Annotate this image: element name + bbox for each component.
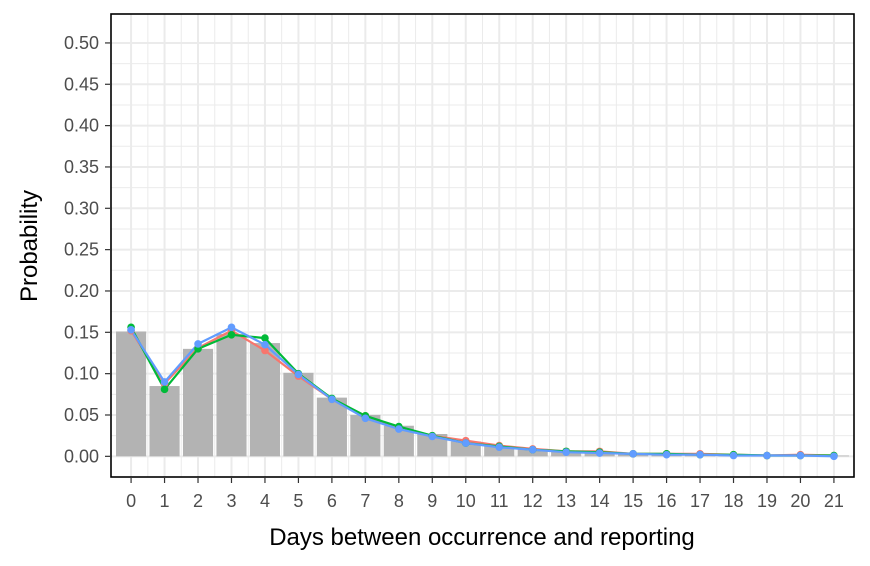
y-tick-label: 0.45 xyxy=(64,74,99,94)
series-2-point-4 xyxy=(261,334,269,342)
series-3-point-18 xyxy=(729,451,738,460)
y-tick-label: 0.40 xyxy=(64,116,99,136)
y-tick-label: 0.00 xyxy=(64,446,99,466)
x-tick-label: 7 xyxy=(360,491,370,511)
series-3-point-11 xyxy=(495,443,504,452)
point-layer xyxy=(127,323,838,461)
series-3-point-0 xyxy=(127,326,135,334)
series-3-point-21 xyxy=(830,452,838,461)
x-tick-label: 16 xyxy=(657,491,677,511)
y-tick-label: 0.35 xyxy=(64,157,99,177)
series-3-point-2 xyxy=(194,340,202,348)
bar-day-4 xyxy=(249,343,281,457)
series-3-point-15 xyxy=(629,450,637,458)
series-line-3 xyxy=(130,326,834,458)
y-axis-title: Probability xyxy=(16,190,43,302)
bar-day-9 xyxy=(417,434,448,457)
x-tick-label: 6 xyxy=(327,491,337,511)
x-tick-label: 20 xyxy=(790,491,810,511)
bar-day-11 xyxy=(484,446,515,457)
line-layer xyxy=(130,326,834,458)
x-tick-label: 4 xyxy=(260,491,270,511)
x-axis-title: Days between occurrence and reporting xyxy=(269,524,695,551)
y-tick-label: 0.30 xyxy=(64,198,99,218)
x-axis-ticks: 0 1 2 3 4 5 6 7 8 9 10 11 12 13 14 15 16 17 18 19 20 21 xyxy=(126,477,844,511)
series-3-point-6 xyxy=(328,395,336,404)
bar-day-5 xyxy=(283,372,314,457)
x-tick-label: 0 xyxy=(126,491,136,511)
bar-day-3 xyxy=(216,333,247,457)
series-3-point-19 xyxy=(763,451,771,460)
bar-day-1 xyxy=(149,386,180,457)
bar-day-6 xyxy=(316,397,347,457)
series-3-point-16 xyxy=(662,450,671,459)
x-tick-label: 3 xyxy=(226,491,236,511)
plot-panel-border xyxy=(110,13,855,478)
series-2-point-3 xyxy=(227,330,236,339)
series-3-point-10 xyxy=(461,439,470,447)
x-tick-label: 10 xyxy=(456,491,476,511)
series-3-point-17 xyxy=(696,450,704,459)
bar-day-2 xyxy=(182,348,214,457)
y-tick-label: 0.15 xyxy=(64,322,99,342)
x-tick-label: 11 xyxy=(490,491,509,511)
y-tick-label: 0.10 xyxy=(64,364,99,384)
y-axis-ticks: 0.00 0.05 0.10 0.15 0.20 0.25 0.30 0.35 0.40 0.45… xyxy=(64,33,111,466)
x-tick-label: 14 xyxy=(590,491,610,511)
series-3-point-12 xyxy=(528,445,537,454)
x-tick-label: 9 xyxy=(427,491,437,511)
y-tick-label: 0.25 xyxy=(64,240,99,260)
x-tick-label: 17 xyxy=(690,491,710,511)
y-tick-label: 0.50 xyxy=(64,33,99,53)
series-2-point-1 xyxy=(160,385,169,394)
series-1-point-4 xyxy=(261,346,269,355)
x-tick-label: 13 xyxy=(556,491,576,511)
series-3-point-8 xyxy=(395,425,403,433)
bar-day-0 xyxy=(116,331,147,457)
x-tick-label: 1 xyxy=(160,491,170,511)
x-tick-label: 19 xyxy=(757,491,777,511)
x-tick-label: 8 xyxy=(394,491,404,511)
series-3-point-1 xyxy=(160,378,169,386)
y-tick-label: 0.20 xyxy=(64,281,99,301)
x-tick-label: 5 xyxy=(293,491,303,511)
y-tick-label: 0.05 xyxy=(64,405,99,425)
series-3-point-13 xyxy=(562,448,570,456)
x-tick-label: 21 xyxy=(824,491,844,511)
x-tick-label: 15 xyxy=(623,491,643,511)
series-3-point-3 xyxy=(227,323,236,332)
series-3-point-9 xyxy=(428,432,437,441)
bar-day-10 xyxy=(450,441,481,457)
series-3-point-4 xyxy=(261,340,269,349)
series-3-point-5 xyxy=(294,370,303,379)
series-3-point-7 xyxy=(361,414,370,423)
x-tick-label: 18 xyxy=(723,491,743,511)
series-3-point-20 xyxy=(796,451,805,460)
x-tick-label: 12 xyxy=(523,491,543,511)
series-3-point-14 xyxy=(595,449,604,457)
x-tick-label: 2 xyxy=(193,491,203,511)
